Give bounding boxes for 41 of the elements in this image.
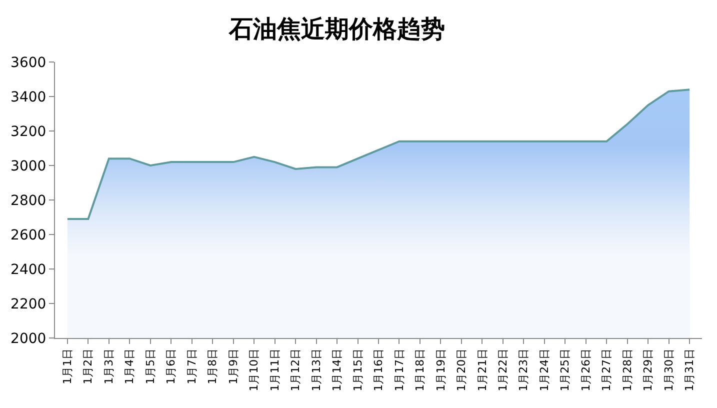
x-tick-label: 1月10日 (248, 348, 261, 392)
y-tick-label: 2600 (10, 227, 46, 244)
x-tick-label: 1月24日 (538, 348, 551, 392)
x-tick-label: 1月15日 (351, 348, 364, 392)
y-tick-label: 2000 (10, 330, 46, 347)
y-tick-label: 2400 (10, 262, 46, 278)
x-tick-label: 1月28日 (620, 348, 634, 392)
x-tick-label: 1月13日 (310, 348, 323, 392)
x-tick-label: 1月2日 (82, 348, 95, 384)
x-tick-label: 1月31日 (683, 348, 696, 392)
x-tick-label: 1月12日 (289, 348, 302, 392)
chart-title: 石油焦近期价格趋势 (228, 15, 445, 44)
x-tick-label: 1月17日 (392, 348, 406, 392)
y-tick-label: 3400 (10, 89, 46, 106)
y-tick-label: 2800 (10, 192, 46, 209)
x-tick-label: 1月14日 (330, 348, 344, 392)
x-tick-label: 1月23日 (517, 348, 530, 392)
x-tick-label: 1月30日 (662, 348, 676, 392)
x-tick-label: 1月3日 (102, 348, 116, 384)
x-tick-label: 1月7日 (185, 348, 198, 384)
y-tick-label: 3000 (10, 158, 46, 174)
x-tick-label: 1月20日 (455, 348, 468, 392)
x-tick-label: 1月5日 (144, 348, 157, 384)
x-tick-label: 1月22日 (496, 348, 510, 392)
x-tick-label: 1月19日 (434, 348, 448, 392)
x-tick-label: 1月21日 (476, 348, 489, 392)
y-tick-label: 3600 (10, 54, 46, 71)
x-tick-label: 1月26日 (579, 348, 592, 392)
x-tick-label: 1月6日 (164, 348, 178, 384)
x-tick-label: 1月27日 (600, 348, 614, 392)
x-tick-label: 1月18日 (414, 348, 427, 392)
x-tick-label: 1月1日 (61, 348, 74, 384)
x-tick-label: 1月9日 (226, 348, 240, 384)
x-tick-label: 1月11日 (268, 348, 282, 392)
x-tick-label: 1月16日 (372, 348, 386, 392)
x-tick-label: 1月8日 (206, 348, 220, 384)
y-tick-label: 2200 (10, 296, 46, 312)
x-tick-label: 1月4日 (123, 348, 136, 384)
x-tick-label: 1月25日 (558, 348, 572, 392)
y-tick-label: 3200 (10, 124, 46, 140)
x-tick-label: 1月29日 (642, 348, 655, 392)
